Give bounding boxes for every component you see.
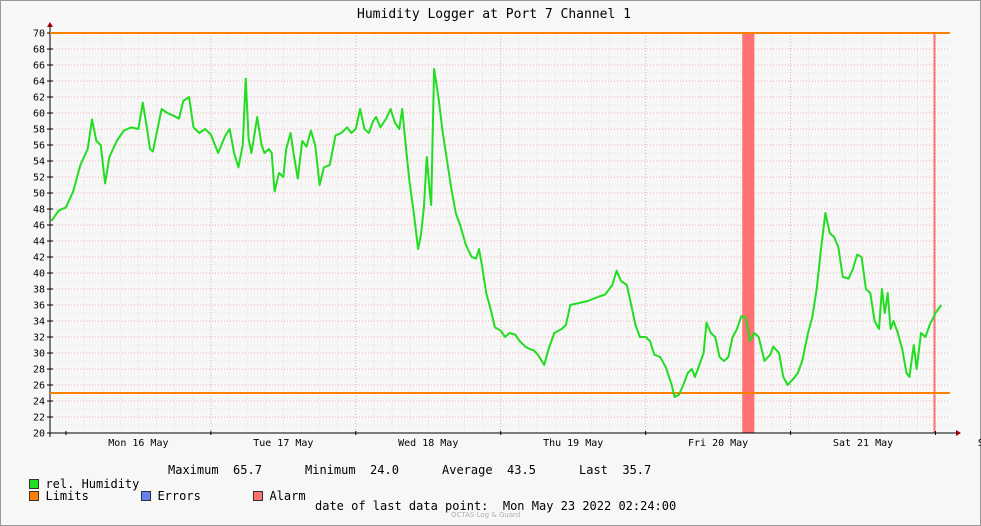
y-tick-label: 52 xyxy=(33,173,45,184)
y-tick-labels: 20 22 24 26 28 30 32 34 36 38 40 42 44 46 48 50 52 54 56 58… xyxy=(33,29,45,440)
stat-minimum-label: Minimum xyxy=(305,463,356,477)
y-tick-label: 32 xyxy=(33,333,45,344)
y-tick-label: 62 xyxy=(33,93,45,104)
legend-item-errors: Errors xyxy=(127,475,201,503)
stat-average: Average 43.5 xyxy=(442,463,536,477)
legend-label-humidity: rel. Humidity xyxy=(45,477,140,491)
stat-last: Last 35.7 xyxy=(579,463,651,477)
legend-label-errors: Errors xyxy=(157,489,201,503)
y-tick-label: 58 xyxy=(33,125,45,136)
series-layer xyxy=(50,68,943,398)
series-line-humidity xyxy=(50,68,943,398)
y-tick-label: 54 xyxy=(33,157,45,168)
x-tick-labels: Mon 16 May Tue 17 May Wed 18 May Thu 19 May… xyxy=(108,438,981,449)
legend-label-alarm: Alarm xyxy=(269,489,306,503)
y-tick-label: 40 xyxy=(33,269,45,280)
y-tick-label: 64 xyxy=(33,77,45,88)
x-tick-label: Mon 16 May xyxy=(108,438,168,449)
errors-swatch-icon xyxy=(141,491,152,501)
y-tick-label: 56 xyxy=(33,141,45,152)
x-tick-label: Wed 18 May xyxy=(398,438,458,449)
humidity-swatch-icon xyxy=(29,479,40,489)
stat-last-label: Last xyxy=(579,463,608,477)
chart-title: Humidity Logger at Port 7 Channel 1 xyxy=(357,7,631,22)
stat-average-value: 43.5 xyxy=(507,463,536,477)
last-data-point: date of last data point: Mon May 23 2022… xyxy=(315,499,676,513)
x-axis-arrow-icon xyxy=(956,430,961,436)
y-tick-label: 42 xyxy=(33,253,45,264)
last-data-point-value: Mon May 23 2022 02:24:00 xyxy=(502,499,677,513)
credit-text: OCTAS Log & Guard xyxy=(451,511,521,519)
axes xyxy=(47,22,961,437)
last-data-point-label: date of last data point: xyxy=(315,499,489,513)
x-tick-label: Tue 17 May xyxy=(253,438,313,449)
y-tick-label: 70 xyxy=(33,29,45,40)
legend-item-alarm: Alarm xyxy=(239,475,306,503)
stat-maximum-label: Maximum xyxy=(168,463,219,477)
y-tick-label: 68 xyxy=(33,45,45,56)
grid-lines xyxy=(50,32,950,433)
y-tick-label: 60 xyxy=(33,109,45,120)
y-tick-label: 44 xyxy=(33,237,45,248)
alarm-band xyxy=(742,33,755,433)
y-tick-label: 34 xyxy=(33,317,45,328)
y-tick-label: 46 xyxy=(33,221,45,232)
y-tick-label: 66 xyxy=(33,61,45,72)
stat-minimum: Minimum 24.0 xyxy=(305,463,399,477)
limit-lines xyxy=(50,32,950,394)
stat-last-value: 35.7 xyxy=(622,463,652,477)
y-tick-label: 24 xyxy=(33,397,45,408)
y-tick-label: 22 xyxy=(33,413,45,424)
y-tick-label: 50 xyxy=(33,189,45,200)
legend-label-limits: Limits xyxy=(45,489,89,503)
stat-maximum-value: 65.7 xyxy=(233,463,262,477)
y-tick-label: 36 xyxy=(33,301,45,312)
x-tick-label: Sun 22 May xyxy=(978,438,981,449)
y-tick-label: 38 xyxy=(33,285,45,296)
x-tick-label: Sat 21 May xyxy=(833,438,893,449)
alarm-band xyxy=(933,33,936,433)
alarm-bands xyxy=(742,33,936,433)
y-tick-label: 48 xyxy=(33,205,45,216)
stat-minimum-value: 24.0 xyxy=(370,463,399,477)
y-tick-label: 26 xyxy=(33,381,45,392)
limits-swatch-icon xyxy=(29,491,40,501)
y-tick-label: 30 xyxy=(33,349,45,360)
stat-maximum: Maximum 65.7 xyxy=(168,463,262,477)
legend-item-limits: Limits xyxy=(15,475,89,503)
y-axis-arrow-icon xyxy=(47,22,53,27)
legend-item-humidity: rel. Humidity xyxy=(15,463,139,491)
alarm-swatch-icon xyxy=(253,491,264,501)
x-tick-label: Thu 19 May xyxy=(543,438,603,449)
y-tick-label: 20 xyxy=(33,429,45,440)
x-tick-label: Fri 20 May xyxy=(688,438,748,449)
y-tick-label: 28 xyxy=(33,365,45,376)
stat-average-label: Average xyxy=(442,463,493,477)
